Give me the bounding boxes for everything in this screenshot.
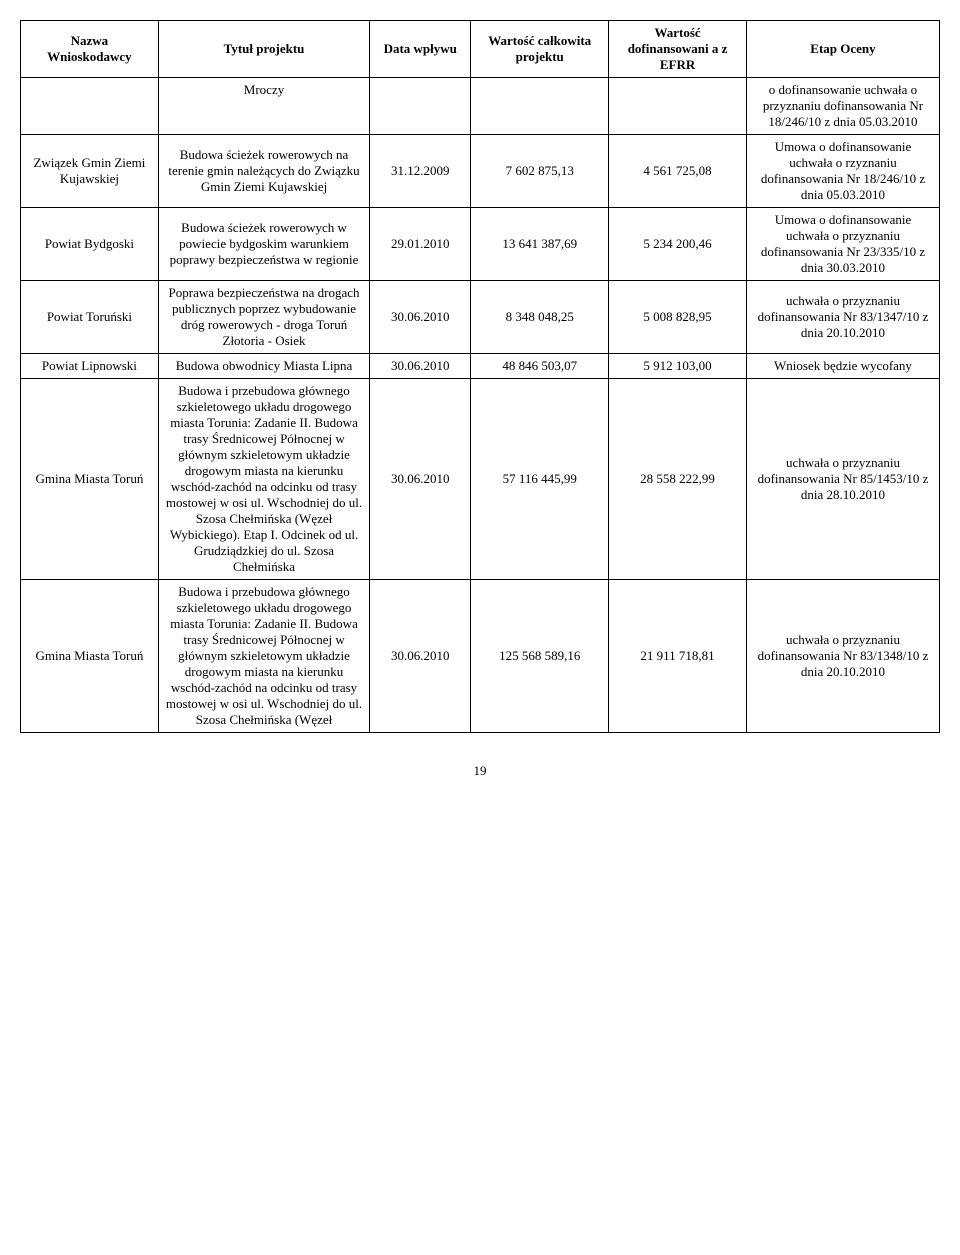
cell-tytul: Mroczy (158, 78, 369, 135)
cell-data: 30.06.2010 (370, 580, 471, 733)
cell-tytul: Budowa i przebudowa głównego szkieletowe… (158, 580, 369, 733)
cell-wart-dof: 21 911 718,81 (609, 580, 747, 733)
page-number: 19 (20, 763, 940, 779)
cell-data (370, 78, 471, 135)
table-row: Powiat Toruński Poprawa bezpieczeństwa n… (21, 281, 940, 354)
cell-wart-dof: 28 558 222,99 (609, 379, 747, 580)
cell-nazwa: Gmina Miasta Toruń (21, 379, 159, 580)
cell-tytul: Budowa ścieżek rowerowych w powiecie byd… (158, 208, 369, 281)
cell-wart-cal: 57 116 445,99 (471, 379, 609, 580)
cell-nazwa (21, 78, 159, 135)
cell-nazwa: Gmina Miasta Toruń (21, 580, 159, 733)
cell-wart-dof: 4 561 725,08 (609, 135, 747, 208)
cell-nazwa: Powiat Toruński (21, 281, 159, 354)
table-row: Gmina Miasta Toruń Budowa i przebudowa g… (21, 379, 940, 580)
cell-wart-dof: 5 912 103,00 (609, 354, 747, 379)
cell-wart-cal: 13 641 387,69 (471, 208, 609, 281)
cell-nazwa: Powiat Bydgoski (21, 208, 159, 281)
table-row: Powiat Bydgoski Budowa ścieżek rowerowyc… (21, 208, 940, 281)
cell-wart-cal: 8 348 048,25 (471, 281, 609, 354)
cell-etap: uchwała o przyznaniu dofinansowania Nr 8… (746, 379, 939, 580)
cell-wart-dof (609, 78, 747, 135)
cell-etap: Umowa o dofinansowanie uchwała o rzyznan… (746, 135, 939, 208)
header-nazwa: Nazwa Wnioskodawcy (21, 21, 159, 78)
table-header-row: Nazwa Wnioskodawcy Tytuł projektu Data w… (21, 21, 940, 78)
cell-nazwa: Związek Gmin Ziemi Kujawskiej (21, 135, 159, 208)
cell-tytul: Poprawa bezpieczeństwa na drogach public… (158, 281, 369, 354)
cell-tytul: Budowa ścieżek rowerowych na terenie gmi… (158, 135, 369, 208)
cell-wart-cal (471, 78, 609, 135)
header-etap: Etap Oceny (746, 21, 939, 78)
cell-tytul: Budowa obwodnicy Miasta Lipna (158, 354, 369, 379)
cell-wart-cal: 48 846 503,07 (471, 354, 609, 379)
cell-etap: uchwała o przyznaniu dofinansowania Nr 8… (746, 281, 939, 354)
cell-tytul: Budowa i przebudowa głównego szkieletowe… (158, 379, 369, 580)
cell-wart-dof: 5 234 200,46 (609, 208, 747, 281)
data-table: Nazwa Wnioskodawcy Tytuł projektu Data w… (20, 20, 940, 733)
table-row: Powiat Lipnowski Budowa obwodnicy Miasta… (21, 354, 940, 379)
header-data: Data wpływu (370, 21, 471, 78)
cell-etap: Wniosek będzie wycofany (746, 354, 939, 379)
table-row: Mroczy o dofinansowanie uchwała o przyzn… (21, 78, 940, 135)
cell-nazwa: Powiat Lipnowski (21, 354, 159, 379)
cell-wart-cal: 125 568 589,16 (471, 580, 609, 733)
cell-wart-dof: 5 008 828,95 (609, 281, 747, 354)
header-wart-dof: Wartość dofinansowani a z EFRR (609, 21, 747, 78)
table-row: Gmina Miasta Toruń Budowa i przebudowa g… (21, 580, 940, 733)
cell-data: 30.06.2010 (370, 379, 471, 580)
cell-data: 29.01.2010 (370, 208, 471, 281)
table-row: Związek Gmin Ziemi Kujawskiej Budowa ści… (21, 135, 940, 208)
cell-etap: uchwała o przyznaniu dofinansowania Nr 8… (746, 580, 939, 733)
cell-data: 31.12.2009 (370, 135, 471, 208)
cell-data: 30.06.2010 (370, 354, 471, 379)
cell-wart-cal: 7 602 875,13 (471, 135, 609, 208)
cell-data: 30.06.2010 (370, 281, 471, 354)
header-wart-cal: Wartość całkowita projektu (471, 21, 609, 78)
header-tytul: Tytuł projektu (158, 21, 369, 78)
cell-etap: Umowa o dofinansowanie uchwała o przyzna… (746, 208, 939, 281)
cell-etap: o dofinansowanie uchwała o przyznaniu do… (746, 78, 939, 135)
